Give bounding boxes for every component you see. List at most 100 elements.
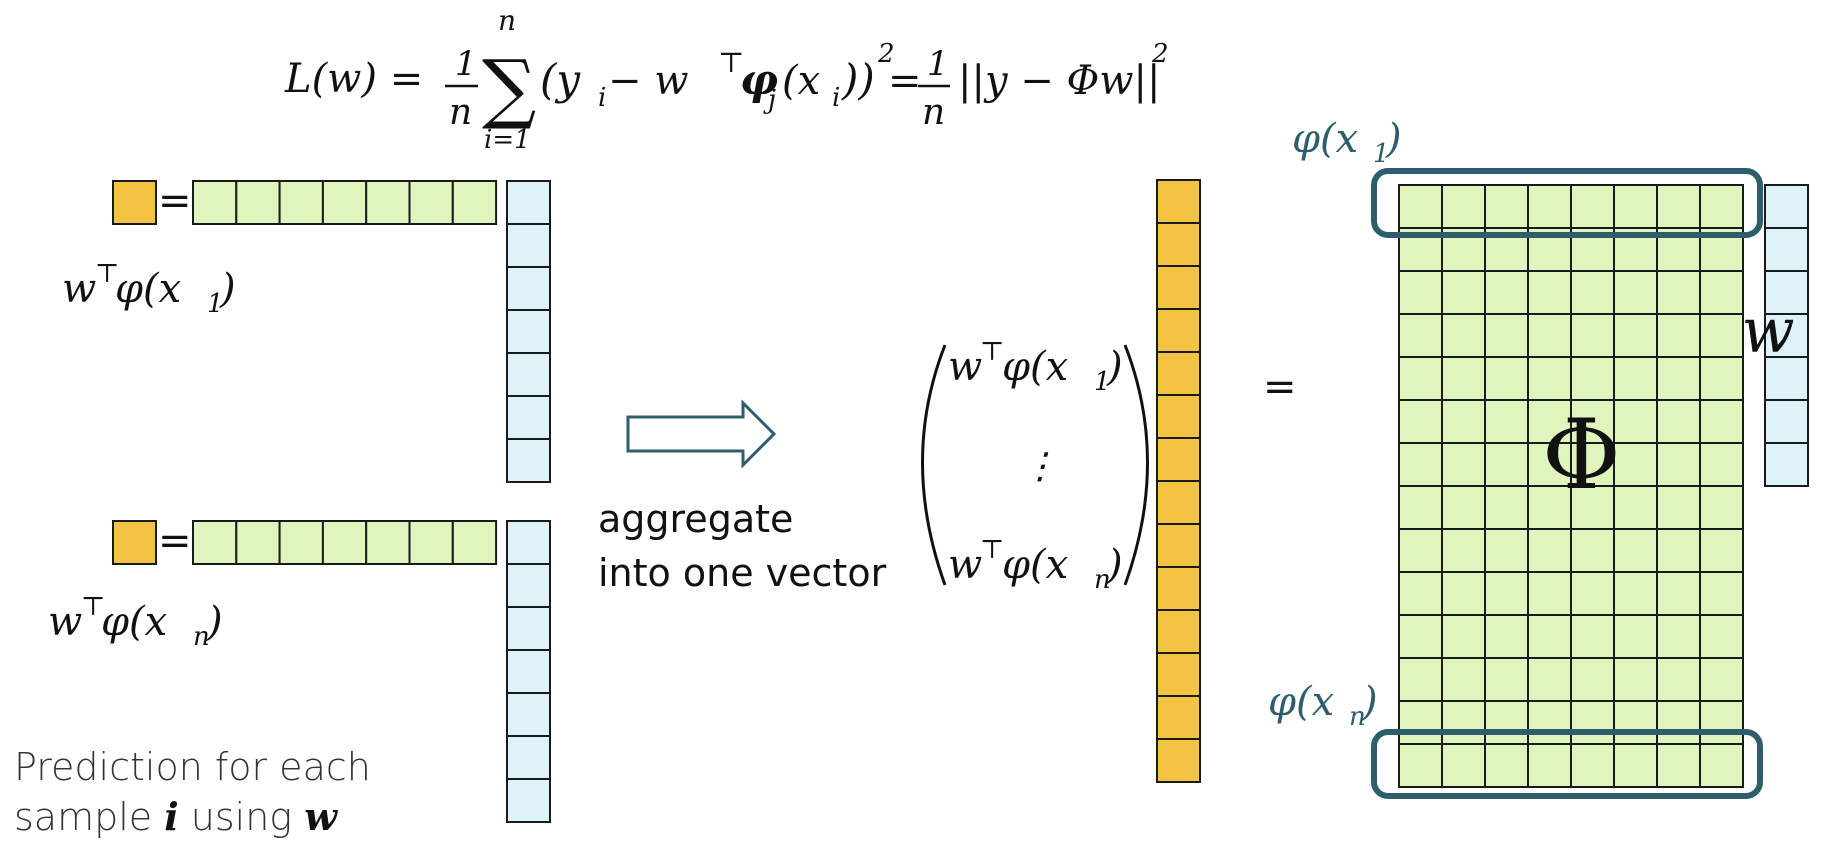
weight-column-bottom [506,520,551,823]
loss-equation: L(w) = 1 n n ∑ i=1 (y i − w ⊤ φ j (x i )… [284,4,1169,155]
phi-cell [1527,700,1572,745]
phi-cell [1484,184,1529,229]
phi-cell [1484,270,1529,315]
weight-cell [506,649,551,694]
vec-bottom-T: ⊤ [980,535,1004,565]
eq-sum-sign: ∑ [482,43,536,132]
equals-top: = [158,178,192,224]
caption-line2: sample i using w [14,794,338,839]
phi-cell [1398,184,1443,229]
feature-cell [451,520,498,565]
phi-cell [1441,184,1486,229]
phi-cell [1699,657,1744,702]
predictions-column [1156,179,1201,783]
phi-cell [1570,528,1615,573]
weight-vector-w [1764,184,1809,487]
feature-cell [235,520,281,565]
phi-cell [1699,442,1744,487]
phi-xn-text: φ(x [1268,679,1334,725]
phi-cell [1699,356,1744,401]
prediction-cell-top [112,180,157,225]
phi-cell [1613,270,1658,315]
prediction-cell [1156,652,1201,697]
label-w: w [62,266,96,312]
phi-cell [1613,528,1658,573]
phi-cell [1570,356,1615,401]
w-cell [1764,442,1809,487]
eq-frac2-den: n [922,92,945,133]
prediction-cell [1156,437,1201,482]
phi-cell [1613,571,1658,616]
phi-cell [1699,184,1744,229]
prediction-cell [1156,265,1201,310]
feature-cell [278,520,324,565]
phi-cell [1570,743,1615,788]
phi-cell [1570,184,1615,229]
phi-cell [1613,657,1658,702]
prediction-caption: Prediction for each sample i using w [14,745,371,839]
weight-cell [506,778,551,823]
phi-cell [1570,399,1615,444]
left-top-block: = w ⊤ φ(x 1 ) [62,178,551,483]
phi-cell [1656,528,1701,573]
vec-top-close: ) [1106,344,1123,390]
phi-cell [1484,614,1529,659]
prediction-cell [1156,609,1201,654]
weight-cell [506,438,551,483]
phi-cell [1613,399,1658,444]
vec-bottom-w: w [948,542,982,588]
predictions-vector-notation: w ⊤ φ(x 1 ) ⋮ w ⊤ φ(x n ) [921,337,1149,595]
weight-cell [506,520,551,565]
label-phi-x: φ(x [101,599,167,645]
highlight-row-bottom [1371,729,1763,799]
feature-cell [408,180,454,225]
aggregate-text: aggregate into one vector [598,497,887,595]
phi-cell [1441,313,1486,358]
prediction-cell [1156,222,1201,267]
w-cell [1764,227,1809,272]
phi-cell [1484,485,1529,530]
vec-bottom-close: ) [1106,542,1123,588]
prediction-cell [1156,738,1201,783]
eq-norm: ||y − Φw|| [958,58,1160,104]
eq-frac1-num: 1 [455,44,477,84]
phi-cell [1656,313,1701,358]
phi-cell [1613,485,1658,530]
w-cell [1764,184,1809,229]
phi-cell [1484,399,1529,444]
phi-cell [1656,270,1701,315]
phi-cell [1656,399,1701,444]
eq-body-open: (y [540,55,581,104]
phi-cell [1613,184,1658,229]
phi-cell [1656,485,1701,530]
prediction-cell-bottom [112,520,157,565]
left-bottom-block: = w ⊤ φ(x n ) [48,518,551,823]
phi-cell [1699,743,1744,788]
eq-x-open: (x [782,58,820,104]
prediction-cell [1156,179,1201,224]
feature-cell [321,520,368,565]
eq-square2: 2 [1151,39,1169,69]
eq-sum-top: n [498,4,516,37]
phi-x1-sub: 1 [1373,139,1390,169]
eq-sub-i: i [598,83,606,113]
caption-w: w [304,794,338,839]
phi-cell [1613,356,1658,401]
weight-cell [506,395,551,440]
phi-cell [1527,184,1572,229]
phi-cell [1441,270,1486,315]
w-label: w [1741,294,1794,367]
phi-cell [1441,356,1486,401]
phi-cell [1656,184,1701,229]
phi-cell [1398,528,1443,573]
phi-cell [1656,356,1701,401]
phi-cell [1656,571,1701,616]
phi-cell [1570,313,1615,358]
label-sub: n [193,622,210,652]
label-sub: 1 [207,289,224,319]
right-paren [1123,344,1149,586]
label-w: w [48,599,82,645]
aggregate-line1: aggregate [598,497,793,541]
phi-cell [1613,743,1658,788]
label-T: ⊤ [95,259,119,289]
